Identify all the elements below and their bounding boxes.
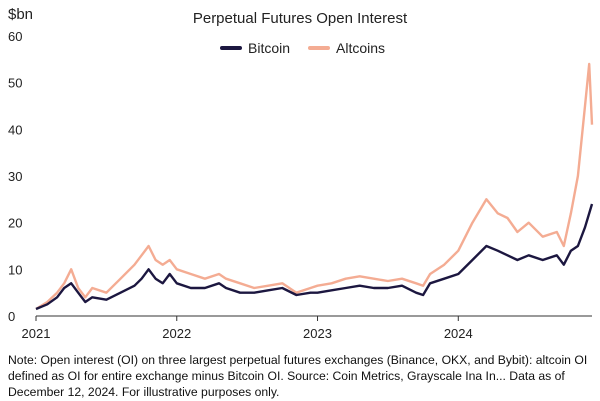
footnote: Note: Open interest (OI) on three larges… — [8, 353, 588, 399]
legend-label-bitcoin: Bitcoin — [248, 40, 291, 56]
legend-label-altcoins: Altcoins — [336, 40, 386, 56]
line-chart: 0 10 20 30 40 50 60 2021 2022 2023 2024 — [8, 29, 594, 341]
y-tick-label: 20 — [8, 216, 22, 231]
y-tick-label: 30 — [8, 169, 22, 184]
legend-swatch-altcoins — [308, 46, 331, 50]
legend-item-bitcoin: Bitcoin — [220, 40, 290, 56]
series-line-altcoins — [35, 62, 594, 311]
y-tick-label: 60 — [8, 29, 22, 44]
y-axis-unit-label: $bn — [8, 6, 34, 23]
legend-swatch-bitcoin — [220, 46, 242, 50]
chart-title: Perpetual Futures Open Interest — [192, 10, 408, 27]
chart-legend: Bitcoin Altcoins — [220, 40, 385, 56]
x-tick-label: 2023 — [303, 326, 332, 341]
series-line-bitcoin — [35, 203, 594, 311]
y-tick-label: 40 — [8, 122, 22, 137]
x-tick-label: 2022 — [162, 326, 191, 341]
y-tick-label: 10 — [8, 262, 22, 277]
x-tick-label: 2024 — [444, 326, 473, 341]
legend-item-altcoins: Altcoins — [308, 40, 385, 56]
x-tick-label: 2021 — [22, 326, 51, 341]
y-tick-label: 0 — [8, 309, 15, 324]
y-tick-label: 50 — [8, 76, 22, 91]
